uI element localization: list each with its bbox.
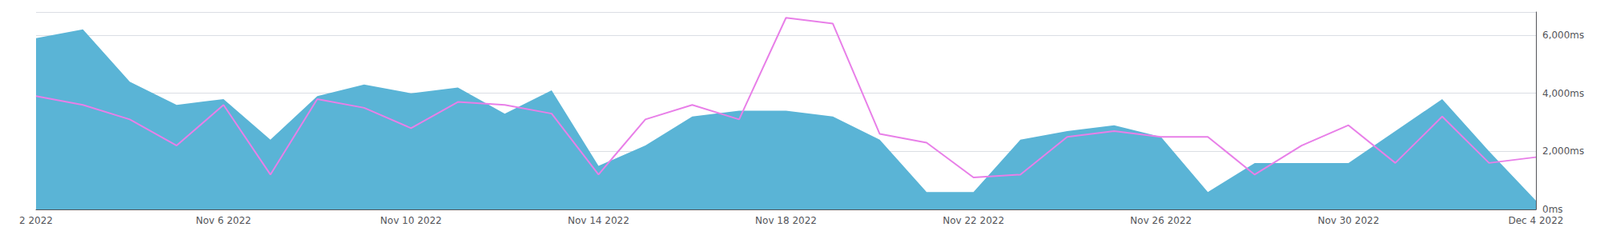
svg-text:Nov 30 2022: Nov 30 2022 [1317,215,1379,227]
svg-text:Nov 18 2022: Nov 18 2022 [755,215,817,227]
svg-text:Nov 10 2022: Nov 10 2022 [380,215,443,227]
svg-text:4,000ms: 4,000ms [1542,88,1584,100]
svg-text:Nov 14 2022: Nov 14 2022 [567,215,630,227]
svg-text:Nov 26 2022: Nov 26 2022 [1129,215,1192,227]
svg-text:2 2022: 2 2022 [19,215,53,227]
svg-text:Nov 22 2022: Nov 22 2022 [942,215,1005,227]
svg-text:Dec 4 2022: Dec 4 2022 [1507,215,1564,227]
svg-text:6,000ms: 6,000ms [1542,29,1584,41]
svg-text:Nov 6 2022: Nov 6 2022 [196,215,252,227]
svg-text:2,000ms: 2,000ms [1542,145,1584,157]
svg-text:0ms: 0ms [1542,204,1564,216]
